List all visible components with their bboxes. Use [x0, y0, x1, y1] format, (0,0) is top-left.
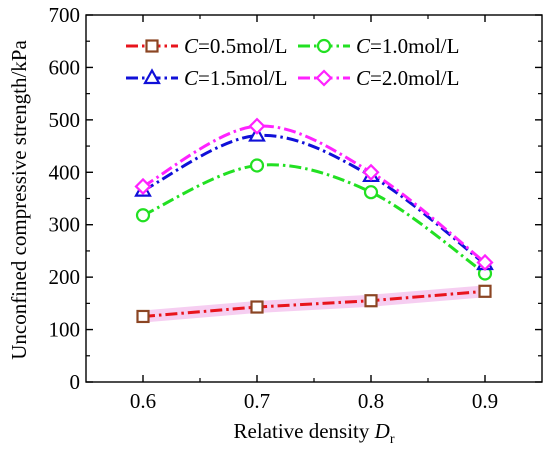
series-4 [134, 117, 494, 272]
y-tick-label-4: 300 [49, 213, 81, 237]
legend-marker-2 [316, 38, 332, 54]
x-tick-label-3: 0.8 [358, 389, 384, 413]
legend-marker-3 [143, 68, 161, 85]
legend-item-1: C=0.5mol/L [126, 34, 287, 58]
x-tick-label-2: 0.7 [244, 389, 270, 413]
y-tick-label-2: 100 [49, 318, 81, 342]
series-2 [135, 158, 493, 281]
series-2-point-2 [249, 158, 265, 173]
y-tick-label-6: 500 [49, 108, 81, 132]
axes-layer: 0 100 200 300 400 500 600 700 0.6 0.7 0.8 0.9 [49, 3, 543, 413]
series-1-point-3 [364, 294, 378, 308]
series-4-point-1 [134, 177, 152, 195]
legend-label-3: C=1.5mol/L [184, 66, 287, 90]
series-1-point-4 [478, 284, 492, 298]
series-3-line [142, 133, 486, 266]
y-tick-label-3: 200 [49, 265, 81, 289]
y-tick-label-5: 400 [49, 160, 81, 184]
series-1-point-2 [250, 300, 264, 314]
series-layer [134, 117, 494, 324]
x-axis-title: Relative density Dr [234, 419, 395, 447]
legend-item-3: C=1.5mol/L [126, 66, 287, 90]
legend-marker-1 [145, 39, 159, 53]
x-tick-label-4: 0.9 [472, 389, 498, 413]
legend-label-2: C=1.0mol/L [356, 34, 459, 58]
series-4-point-3 [362, 163, 380, 181]
y-axis-title: Unconfined compressive strength/kPa [7, 40, 31, 360]
legend-marker-4 [315, 69, 333, 87]
series-1-band [137, 285, 491, 323]
series-1 [136, 284, 492, 324]
series-2-point-3 [363, 185, 379, 200]
y-tick-label-7: 600 [49, 55, 81, 79]
legend-item-2: C=1.0mol/L [298, 34, 459, 58]
legend-label-1: C=0.5mol/L [184, 34, 287, 58]
legend: C=0.5mol/L C=1.0mol/L C=1.5mol/L C=2.0mol/L [126, 34, 459, 90]
series-3 [134, 125, 494, 271]
y-tick-label-1: 0 [70, 370, 81, 394]
series-4-line [142, 124, 486, 264]
plot-frame [85, 14, 543, 383]
series-2-point-1 [135, 208, 151, 223]
legend-item-4: C=2.0mol/L [298, 66, 459, 90]
series-4-point-4 [476, 253, 494, 272]
legend-label-4: C=2.0mol/L [356, 66, 459, 90]
x-tick-label-1: 0.6 [130, 389, 156, 413]
series-4-point-2 [248, 117, 266, 135]
y-tick-label-8: 700 [49, 3, 81, 27]
series-2-line [142, 163, 486, 275]
series-1-point-1 [136, 309, 150, 324]
